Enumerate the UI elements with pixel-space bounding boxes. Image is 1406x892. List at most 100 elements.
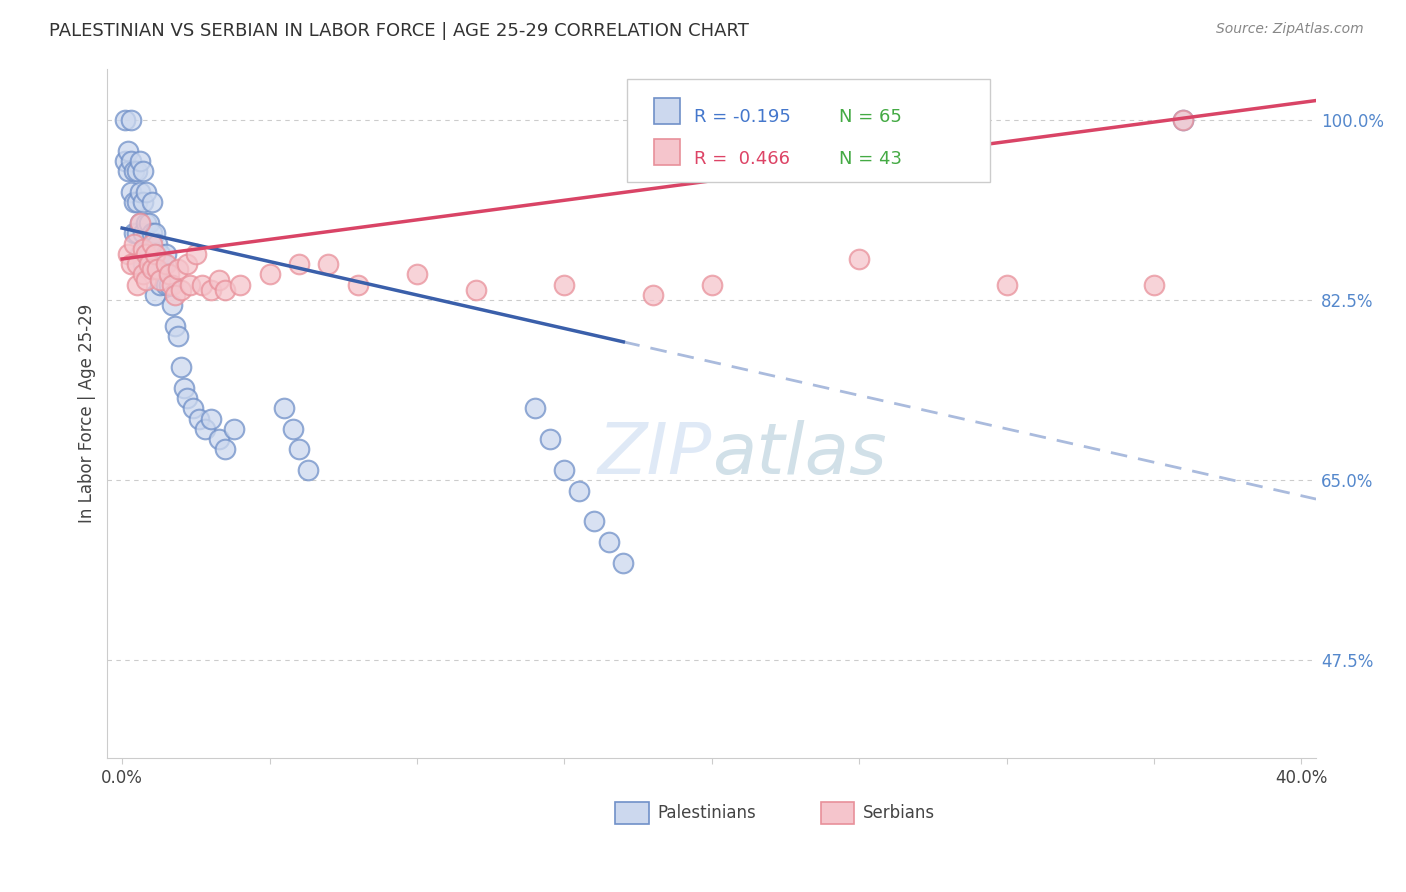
Y-axis label: In Labor Force | Age 25-29: In Labor Force | Age 25-29 [79,304,96,523]
Point [132,164,155,178]
Point [138,257,160,271]
Point [612,556,634,570]
Point [229,277,252,292]
Point [568,483,591,498]
Point [165,318,187,333]
Point [700,277,723,292]
Text: R = -0.195: R = -0.195 [693,108,790,126]
Point [170,359,193,374]
Point [120,154,142,169]
Point [318,257,340,271]
Point [406,268,429,282]
Point [167,262,190,277]
Point [146,236,169,251]
Point [582,515,605,529]
Point [122,195,145,210]
Point [347,277,370,292]
Point [165,288,187,302]
Point [125,277,148,292]
Point [143,288,166,302]
Point [122,236,145,251]
Text: PALESTINIAN VS SERBIAN IN LABOR FORCE | AGE 25-29 CORRELATION CHART: PALESTINIAN VS SERBIAN IN LABOR FORCE | … [49,22,749,40]
Point [114,113,136,128]
Point [146,268,169,282]
Point [179,277,201,292]
FancyBboxPatch shape [654,98,681,124]
Point [120,257,142,271]
Point [125,164,148,178]
Point [598,535,620,549]
Point [117,164,139,178]
Point [117,144,139,158]
Point [122,164,145,178]
Point [141,236,163,251]
Point [181,401,204,416]
Point [214,442,236,457]
Point [135,272,157,286]
Point [176,257,198,271]
Point [167,329,190,343]
Point [523,401,546,416]
Point [200,411,222,425]
Point [135,216,157,230]
Point [190,277,212,292]
Point [995,277,1018,292]
Point [128,154,150,169]
Text: Source: ZipAtlas.com: Source: ZipAtlas.com [1216,22,1364,37]
Point [288,442,311,457]
Point [297,463,319,477]
Point [848,252,870,266]
Point [173,381,195,395]
Point [1173,113,1195,128]
Point [208,432,231,446]
Point [125,226,148,240]
Point [200,283,222,297]
FancyBboxPatch shape [654,139,681,165]
Point [141,226,163,240]
Point [132,242,155,256]
Point [553,277,575,292]
Point [135,247,157,261]
Point [141,195,163,210]
Point [281,422,304,436]
Point [141,257,163,271]
Point [553,463,575,477]
Point [128,216,150,230]
Point [208,272,231,286]
Point [149,272,172,286]
Point [141,262,163,277]
Point [120,113,142,128]
Point [128,185,150,199]
Point [152,257,174,271]
Text: R =  0.466: R = 0.466 [693,150,790,169]
Point [149,277,172,292]
Text: atlas: atlas [711,420,886,489]
Point [157,268,180,282]
Point [1173,113,1195,128]
Point [122,226,145,240]
Point [132,226,155,240]
Point [184,247,207,261]
Point [259,268,281,282]
Point [155,257,177,271]
Text: Serbians: Serbians [863,804,935,822]
Point [641,288,664,302]
Point [117,247,139,261]
Point [143,226,166,240]
Point [288,257,311,271]
Point [138,247,160,261]
Text: Palestinians: Palestinians [658,804,756,822]
Point [162,298,184,312]
FancyBboxPatch shape [821,802,855,823]
Text: ZIP: ZIP [598,420,711,489]
Point [1143,277,1166,292]
Point [132,268,155,282]
Point [155,247,177,261]
Point [114,154,136,169]
Point [170,283,193,297]
Point [214,283,236,297]
Point [538,432,561,446]
Point [155,277,177,292]
Point [187,411,209,425]
Point [138,216,160,230]
